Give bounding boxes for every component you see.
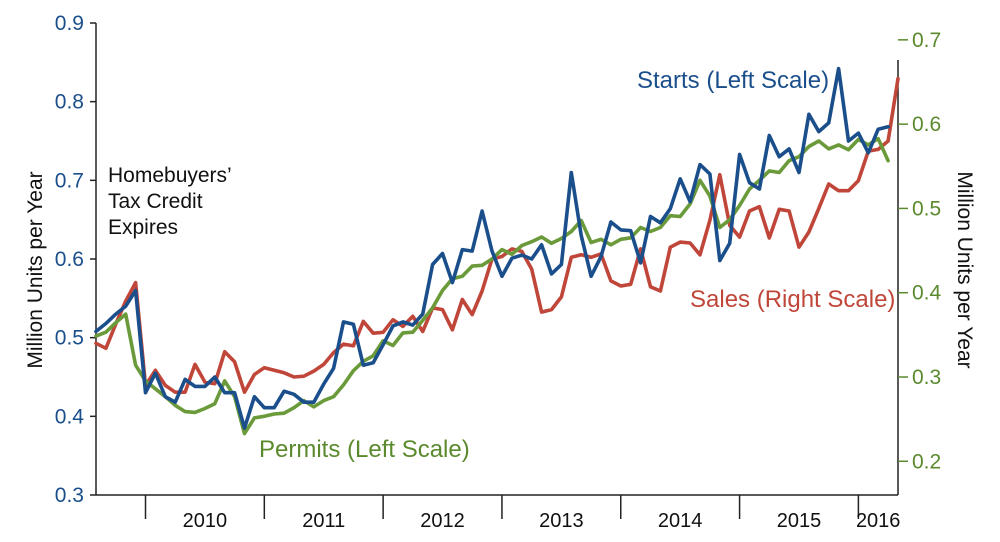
right-tick-label: 0.7 [912,29,941,52]
x-tick-label: 2012 [420,510,465,532]
annotation-line: Tax Credit [108,190,203,213]
permits-series-line [94,136,890,436]
starts-series-line [94,66,890,430]
right-tick-label: 0.4 [912,282,942,305]
series-layer [94,66,900,436]
right-tick-label: 0.5 [912,197,941,220]
x-tick-label: 2013 [539,510,584,532]
left-tick-label: 0.4 [55,405,85,428]
left-tick-label: 0.3 [55,484,84,507]
tax-credit-annotation: Homebuyers’ Tax Credit Expires [108,164,232,239]
left-tick-label: 0.6 [55,248,84,271]
left-tick-label: 0.5 [55,327,84,350]
right-axis-title: Million Units per Year [953,171,976,368]
left-tick-label: 0.8 [55,91,84,114]
left-tick-label: 0.9 [55,12,84,35]
right-tick-label: 0.6 [912,113,941,136]
x-tick-label: 2016 [856,510,901,532]
annotation-line: Homebuyers’ [108,164,232,187]
x-tick-label: 2011 [302,510,345,532]
annotation-line: Expires [108,216,178,239]
sales-series-label: Sales (Right Scale) [690,286,895,313]
right-tick-label: 0.3 [912,366,941,389]
x-tick-label: 2015 [777,510,822,532]
left-axis-title: Million Units per Year [24,171,47,368]
chart-axes: 0.3 0.4 0.5 0.6 0.7 0.8 0.9 0.2 0.3 0.4 0.5 0.6 0.7 2… [55,12,942,532]
left-tick-label: 0.7 [55,169,84,192]
right-tick-label: 0.2 [912,450,941,473]
x-tick-label: 2010 [183,510,228,532]
x-tick-label: 2014 [658,510,703,532]
sales-series-line [94,76,900,395]
permits-series-label: Permits (Left Scale) [259,436,470,463]
starts-series-label: Starts (Left Scale) [637,67,829,94]
